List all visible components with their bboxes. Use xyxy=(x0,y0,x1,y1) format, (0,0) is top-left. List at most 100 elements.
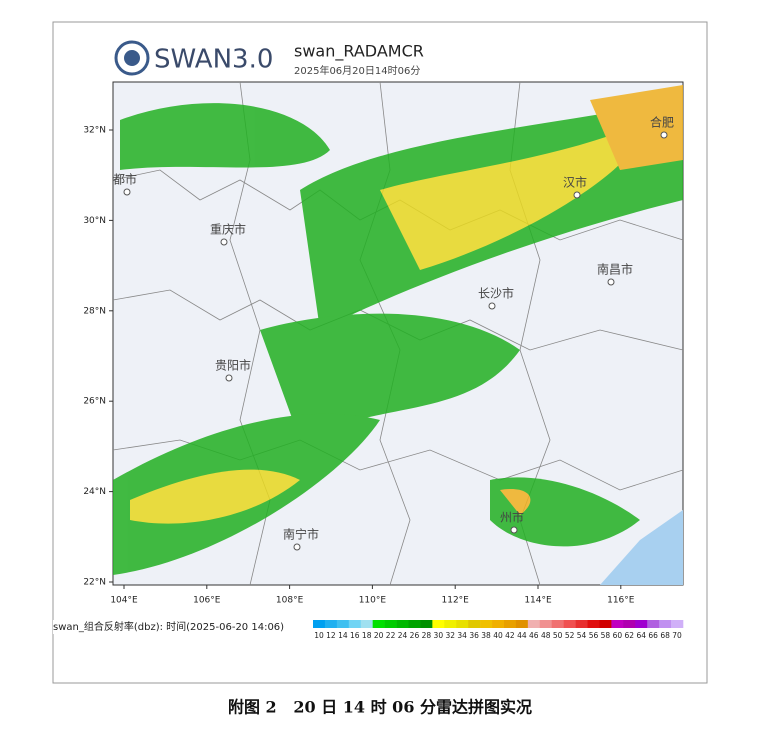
colorbar-segment xyxy=(444,620,457,628)
city-label: 都市 xyxy=(113,172,137,187)
lat-label: 26°N xyxy=(83,397,106,407)
colorbar-segment xyxy=(492,620,505,628)
colorbar-segment xyxy=(336,620,350,628)
lat-label: 30°N xyxy=(83,216,106,226)
colorbar-segment xyxy=(324,620,338,628)
colorbar-label: 60 xyxy=(613,631,623,640)
colorbar-label: 52 xyxy=(565,631,575,640)
colorbar-label: 30 xyxy=(434,631,444,640)
colorbar-segment xyxy=(539,620,553,628)
colorbar-segment xyxy=(480,620,493,628)
colorbar-label: 58 xyxy=(601,631,611,640)
legend-label: swan_组合反射率(dbz): 时间(2025-06-20 14:06) xyxy=(53,620,284,633)
colorbar-segment xyxy=(360,620,373,628)
colorbar-label: 56 xyxy=(589,631,599,640)
colorbar-segment xyxy=(647,620,660,628)
colorbar-label: 54 xyxy=(577,631,587,640)
colorbar-label: 26 xyxy=(410,631,420,640)
lon-label: 114°E xyxy=(524,596,552,606)
colorbar-segment xyxy=(563,620,576,628)
colorbar-label: 50 xyxy=(553,631,563,640)
city-dot xyxy=(660,131,668,139)
lon-label: 116°E xyxy=(607,596,635,606)
colorbar-label: 28 xyxy=(422,631,432,640)
colorbar-segment xyxy=(575,620,588,628)
city-label: 汉市 xyxy=(563,175,587,190)
colorbar-segment xyxy=(527,620,541,628)
city-dot xyxy=(293,543,301,551)
city-dot xyxy=(510,526,518,534)
colorbar-segment xyxy=(408,620,421,628)
colorbar-label: 42 xyxy=(505,631,515,640)
lon-label: 110°E xyxy=(359,596,387,606)
city-label: 南宁市 xyxy=(283,527,319,542)
colorbar-label: 40 xyxy=(493,631,503,640)
colorbar-label: 22 xyxy=(386,631,396,640)
colorbar-label: 12 xyxy=(326,631,336,640)
colorbar-segment xyxy=(503,620,517,628)
city-label: 州市 xyxy=(500,510,524,525)
colorbar-segment xyxy=(313,620,326,628)
colorbar-label: 64 xyxy=(636,631,646,640)
colorbar-label: 24 xyxy=(398,631,408,640)
city-dot xyxy=(607,278,615,286)
colorbar-segment xyxy=(659,620,672,628)
colorbar-segment xyxy=(468,620,481,628)
colorbar-label: 68 xyxy=(660,631,670,640)
colorbar-segment xyxy=(611,620,624,628)
colorbar-label: 70 xyxy=(672,631,682,640)
colorbar-segment xyxy=(623,620,636,628)
colorbar-segment xyxy=(396,620,409,628)
colorbar-label: 20 xyxy=(374,631,384,640)
city-label: 重庆市 xyxy=(210,222,246,237)
lon-label: 108°E xyxy=(276,596,304,606)
colorbar-label: 34 xyxy=(457,631,467,640)
lat-label: 24°N xyxy=(83,487,106,497)
colorbar-label: 38 xyxy=(481,631,491,640)
lon-label: 112°E xyxy=(442,596,470,606)
colorbar-label: 36 xyxy=(469,631,479,640)
colorbar-segment xyxy=(671,620,684,628)
colorbar-label: 14 xyxy=(338,631,348,640)
colorbar-label: 44 xyxy=(517,631,527,640)
lon-label: 104°E xyxy=(110,596,138,606)
colorbar-label: 16 xyxy=(350,631,360,640)
colorbar-label: 62 xyxy=(625,631,635,640)
colorbar-segment xyxy=(515,620,529,628)
caption: 附图 2 20 日 14 时 06 分雷达拼图实况 xyxy=(228,698,532,717)
lat-label: 28°N xyxy=(83,306,106,316)
colorbar-label: 18 xyxy=(362,631,372,640)
city-label: 长沙市 xyxy=(478,286,514,301)
product-name: swan_RADAMCR xyxy=(294,42,424,62)
colorbar-segment xyxy=(587,620,600,628)
colorbar-label: 32 xyxy=(445,631,455,640)
colorbar-segment xyxy=(384,620,397,628)
lat-label: 32°N xyxy=(83,126,106,136)
city-dot xyxy=(573,191,581,199)
colorbar-segment xyxy=(599,620,612,628)
colorbar-segment xyxy=(372,620,385,628)
colorbar-label: 46 xyxy=(529,631,539,640)
city-label: 合肥 xyxy=(650,115,674,130)
colorbar-segment xyxy=(551,620,564,628)
product-time: 2025年06月20日14时06分 xyxy=(294,64,420,77)
colorbar-label: 10 xyxy=(314,631,324,640)
lat-label: 22°N xyxy=(83,578,106,588)
logo xyxy=(114,40,150,76)
lon-label: 106°E xyxy=(193,596,221,606)
city-dot xyxy=(220,238,228,246)
city-dot xyxy=(123,188,131,196)
colorbar-segment xyxy=(635,620,648,628)
logo-text: SWAN3.0 xyxy=(154,45,273,75)
colorbar-segment xyxy=(456,620,469,628)
city-dot xyxy=(488,302,496,310)
legend-bg xyxy=(53,620,303,634)
colorbar-label: 66 xyxy=(648,631,658,640)
city-dot xyxy=(225,374,233,382)
colorbar-segment xyxy=(348,620,362,628)
colorbar-label: 48 xyxy=(541,631,551,640)
city-label: 南昌市 xyxy=(597,262,633,277)
